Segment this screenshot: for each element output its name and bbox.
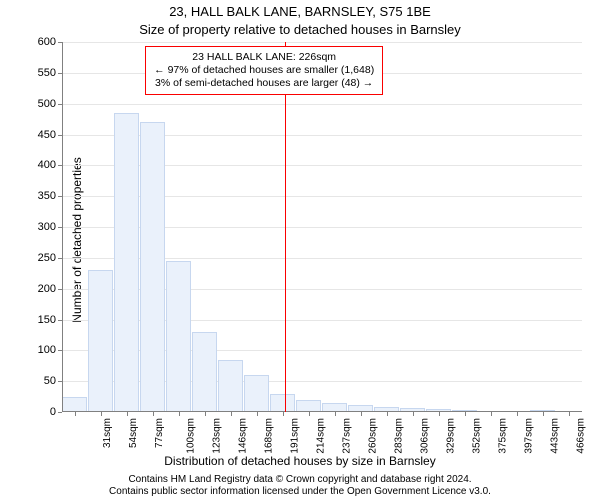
xtick-mark [127,412,128,416]
xtick-mark [205,412,206,416]
xtick-label: 443sqm [550,418,561,454]
xtick-label: 237sqm [342,418,353,454]
ytick-label: 0 [16,406,56,418]
ytick-label: 300 [16,221,56,233]
histogram-bar [244,375,269,412]
xtick-mark [569,412,570,416]
xtick-mark [75,412,76,416]
xtick-mark [153,412,154,416]
xtick-mark [543,412,544,416]
xtick-label: 191sqm [290,418,301,454]
histogram-bar [166,261,191,412]
xtick-label: 283sqm [394,418,405,454]
ytick-label: 250 [16,252,56,264]
attribution-line1: Contains HM Land Registry data © Crown c… [128,474,471,485]
xtick-label: 352sqm [472,418,483,454]
xtick-mark [361,412,362,416]
histogram-bar [62,397,87,412]
xtick-label: 168sqm [264,418,275,454]
xtick-mark [309,412,310,416]
xtick-mark [257,412,258,416]
chart-title-sub: Size of property relative to detached ho… [0,22,600,37]
xtick-mark [283,412,284,416]
ytick-label: 600 [16,36,56,48]
xtick-label: 466sqm [576,418,587,454]
histogram-bar [88,270,113,412]
marker-line [285,42,286,412]
histogram-bar [192,332,217,412]
ytick-label: 200 [16,283,56,295]
xtick-mark [439,412,440,416]
xtick-label: 329sqm [446,418,457,454]
xtick-mark [231,412,232,416]
xtick-mark [465,412,466,416]
marker-annot-line1: 23 HALL BALK LANE: 226sqm [154,51,374,64]
ytick-label: 550 [16,67,56,79]
chart-title-address: 23, HALL BALK LANE, BARNSLEY, S75 1BE [0,4,600,19]
xtick-label: 54sqm [128,418,139,448]
xtick-label: 146sqm [238,418,249,454]
ytick-label: 500 [16,98,56,110]
ytick-label: 50 [16,375,56,387]
attribution-text: Contains HM Land Registry data © Crown c… [0,474,600,498]
xtick-label: 123sqm [212,418,223,454]
ytick-mark [58,412,62,413]
xtick-mark [179,412,180,416]
xtick-mark [101,412,102,416]
ytick-label: 100 [16,344,56,356]
chart-plot-area: 05010015020025030035040045050055060031sq… [62,42,582,412]
xtick-label: 100sqm [186,418,197,454]
y-axis-line [62,42,63,412]
x-axis-label: Distribution of detached houses by size … [0,454,600,468]
xtick-label: 306sqm [420,418,431,454]
xtick-label: 397sqm [524,418,535,454]
xtick-label: 260sqm [368,418,379,454]
xtick-mark [413,412,414,416]
xtick-mark [335,412,336,416]
xtick-mark [491,412,492,416]
histogram-bar [114,113,139,412]
marker-annot-line2: ← 97% of detached houses are smaller (1,… [154,64,374,77]
ytick-label: 150 [16,314,56,326]
x-axis-line [62,411,582,412]
attribution-line2: Contains public sector information licen… [109,486,491,497]
xtick-label: 77sqm [154,418,165,448]
gridline [62,104,582,105]
xtick-label: 214sqm [316,418,327,454]
ytick-label: 400 [16,159,56,171]
gridline [62,42,582,43]
histogram-bar [140,122,165,412]
xtick-mark [387,412,388,416]
marker-annot-line3: 3% of semi-detached houses are larger (4… [154,77,374,90]
histogram-bar [270,394,295,413]
histogram-bar [218,360,243,412]
ytick-label: 350 [16,190,56,202]
xtick-mark [517,412,518,416]
xtick-label: 375sqm [498,418,509,454]
xtick-label: 31sqm [102,418,113,448]
marker-annotation: 23 HALL BALK LANE: 226sqm← 97% of detach… [145,46,383,95]
ytick-label: 450 [16,129,56,141]
